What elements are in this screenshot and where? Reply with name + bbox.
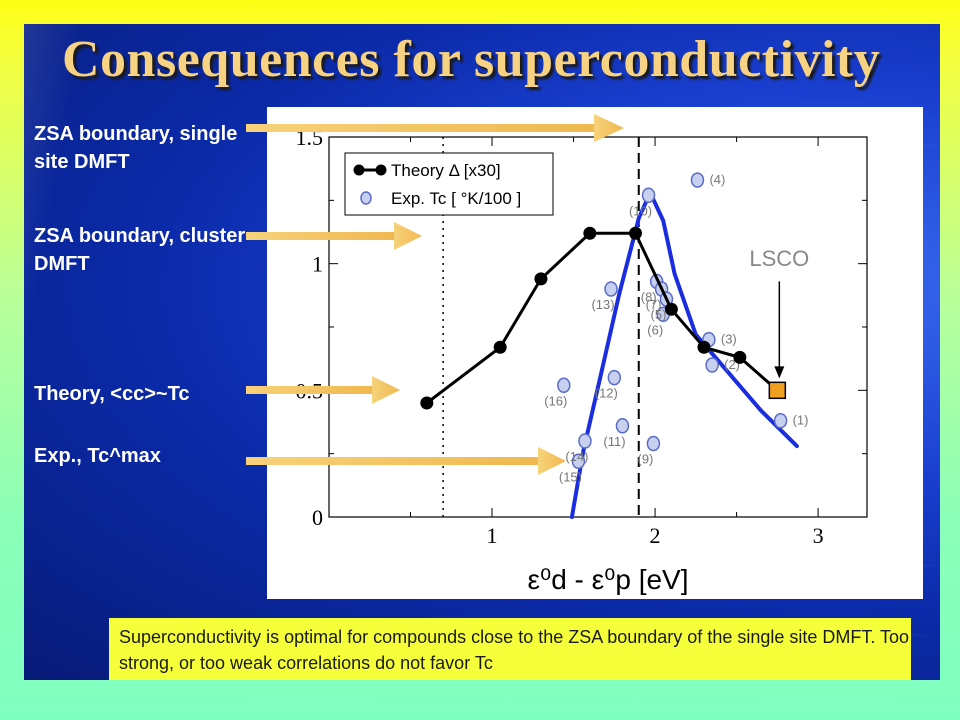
- legend-theory-marker: [353, 164, 365, 176]
- chart-legend: Theory Δ [x30] Exp. Tc [ °K/100 ]: [344, 152, 554, 216]
- theory-point: [664, 302, 678, 316]
- exp-point: [557, 377, 571, 394]
- legend-theory-marker: [375, 164, 387, 176]
- legend-entry: Theory Δ [x30]: [391, 161, 501, 180]
- legend-exp-marker: [360, 191, 372, 205]
- legend-entry: Exp. Tc [ °K/100 ]: [391, 189, 521, 208]
- exp-point-label: (6): [647, 322, 663, 337]
- x-tick-label: 3: [813, 523, 824, 548]
- exp-point: [578, 433, 592, 449]
- arrow-zsa-cluster: [246, 222, 422, 250]
- exp-point: [604, 281, 618, 297]
- y-tick-label: 1: [312, 252, 323, 277]
- exp-point-label: (12): [595, 386, 618, 401]
- lsco-label: LSCO: [749, 246, 809, 271]
- slide-panel: Consequences for superconductivity ZSA b…: [24, 24, 940, 680]
- lsco-marker: [768, 381, 787, 400]
- label-exp: Exp., Tc^max: [34, 445, 161, 467]
- exp-point-label: (1): [793, 413, 809, 428]
- exp-point-label: (3): [721, 332, 737, 347]
- lsco-arrow-head: [774, 366, 785, 379]
- exp-point-label: (10): [629, 203, 652, 218]
- theory-point: [583, 226, 597, 240]
- theory-point: [493, 340, 507, 354]
- exp-point-label: (7): [646, 297, 662, 312]
- arrow-exp: [246, 447, 566, 475]
- theory-point: [420, 396, 434, 410]
- exp-point: [641, 187, 656, 204]
- theory-point: [534, 272, 548, 286]
- y-tick-label: 0: [312, 505, 323, 530]
- exp-trend-curve: [569, 190, 799, 519]
- theory-point: [733, 350, 747, 364]
- x-tick-label: 2: [650, 523, 661, 548]
- exp-point: [705, 357, 719, 373]
- exp-point-label: (4): [709, 172, 725, 187]
- exp-point: [571, 453, 586, 470]
- exp-point-label: (9): [637, 452, 653, 467]
- arrow-zsa-single: [246, 114, 624, 142]
- exp-point-label: (16): [544, 393, 567, 408]
- legend-box: [344, 152, 554, 216]
- exp-point: [773, 412, 788, 429]
- exp-point: [646, 435, 661, 452]
- slide-title: Consequences for superconductivity: [62, 31, 881, 88]
- x-axis-label: ε⁰d - ε⁰p [eV]: [527, 564, 688, 595]
- label-zsa-cluster: ZSA boundary, cluster DMFT: [34, 225, 246, 275]
- x-tick-label: 1: [487, 523, 498, 548]
- exp-point-label: (15): [559, 469, 582, 484]
- exp-point: [690, 172, 705, 188]
- theory-point: [697, 340, 711, 354]
- exp-point-label: (11): [603, 434, 625, 449]
- label-zsa-single: ZSA boundary, single site DMFT: [34, 123, 238, 173]
- label-theory: Theory, <cc>~Tc: [34, 383, 190, 405]
- exp-point: [615, 418, 630, 434]
- caption-box: Superconductivity is optimal for compoun…: [109, 618, 911, 680]
- pointer-arrows: [246, 114, 624, 475]
- exp-point-label: (8): [641, 289, 657, 304]
- arrow-theory: [246, 376, 400, 404]
- theory-point: [628, 226, 642, 240]
- exp-point: [607, 369, 622, 386]
- exp-point-label: (14): [565, 449, 588, 464]
- exp-point-label: (5): [651, 307, 667, 322]
- exp-point-label: (13): [591, 297, 614, 312]
